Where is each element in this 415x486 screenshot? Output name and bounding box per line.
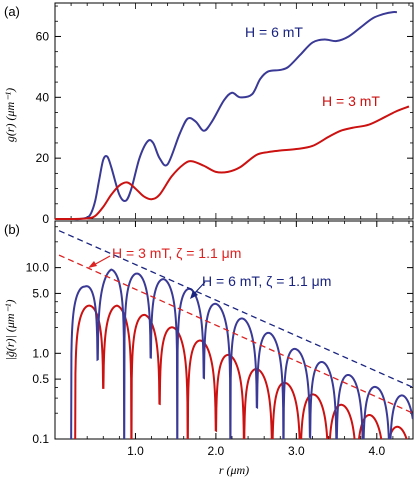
annotation-h6-label: H = 6 mT [245, 24, 303, 40]
series-h6-abs-line [70, 268, 413, 439]
panel-b: (b) |g̃(r)| (μm⁻¹) r (μm) 1.0 2.0 3.0 4.0 0.… [3, 220, 414, 477]
panel-a-ytick-label: 40 [36, 90, 50, 104]
panel-b-ytick-label: 10.0 [26, 261, 50, 275]
series-h3-line [54, 105, 410, 221]
panel-b-xtick-label: 2.0 [208, 444, 225, 458]
panel-a: (a) g(r) (μm⁻¹) 0 20 40 60 H = 6 mT H = 3 m… [3, 2, 414, 226]
panel-b-ylabel: |g̃(r)| (μm⁻¹) [3, 300, 17, 361]
panel-b-ytick-label: 0.5 [32, 372, 49, 386]
series-h3-abs-line [74, 304, 408, 439]
envelope-h6-dashed-line [58, 230, 413, 389]
panel-b-xtick-label: 4.0 [368, 444, 385, 458]
panel-b-ytick-label: 1.0 [32, 346, 49, 360]
panel-b-frame [54, 220, 414, 440]
panel-b-xlabel: r (μm) [219, 463, 249, 477]
panel-a-ticks: 0 20 40 60 [36, 3, 413, 226]
annotation-h3-label: H = 3 mT [322, 93, 380, 109]
annotation-h3-zeta-label: H = 3 mT, ζ = 1.1 μm [112, 245, 241, 261]
panel-a-ytick-label: 20 [36, 151, 50, 165]
panel-a-ylabel: g(r) (μm⁻¹) [3, 88, 17, 142]
panel-b-ytick-label: 0.1 [32, 432, 49, 446]
panel-b-ytick-label: 5.0 [32, 286, 49, 300]
panel-b-ticks: 1.0 2.0 3.0 4.0 0.1 0.5 1.0 5.0 10.0 [26, 221, 413, 458]
envelope-h3-dashed-line [58, 254, 413, 414]
panel-a-series [54, 11, 410, 221]
panel-a-frame [54, 2, 414, 220]
panel-b-series [58, 230, 413, 439]
panel-b-xtick-label: 3.0 [288, 444, 305, 458]
annotation-h3-arrowhead [88, 261, 97, 268]
panel-a-ytick-label: 0 [42, 212, 49, 226]
panel-a-ytick-label: 60 [36, 29, 50, 43]
series-h6-line [54, 11, 397, 221]
annotation-h6-arrowhead [190, 290, 198, 299]
panel-a-label: (a) [4, 4, 20, 19]
annotation-h6-zeta-label: H = 6 mT, ζ = 1.1 μm [202, 273, 331, 289]
panel-b-label: (b) [4, 222, 20, 237]
panel-b-xtick-label: 1.0 [127, 444, 144, 458]
